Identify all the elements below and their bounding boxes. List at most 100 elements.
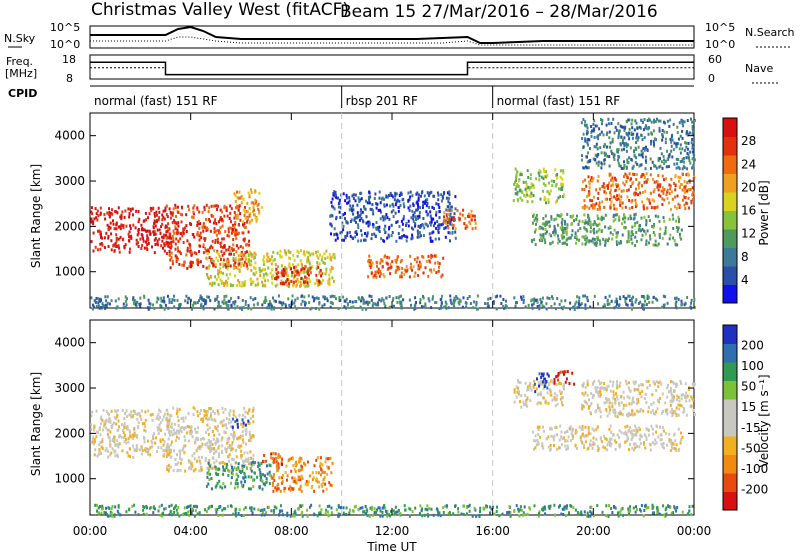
data-cell <box>146 306 149 310</box>
data-cell <box>628 239 631 243</box>
data-cell <box>176 228 179 232</box>
data-cell <box>644 392 647 396</box>
data-cell <box>376 301 379 305</box>
data-cell <box>103 246 106 249</box>
data-cell <box>225 417 228 421</box>
data-cell <box>631 199 634 202</box>
data-cell <box>340 230 343 234</box>
data-cell <box>592 382 595 386</box>
data-cell <box>234 261 237 265</box>
data-cell <box>433 207 435 210</box>
data-cell <box>685 399 688 403</box>
data-cell <box>212 204 215 208</box>
data-cell <box>538 372 541 376</box>
data-cell <box>487 297 490 301</box>
data-cell <box>234 214 237 217</box>
data-cell <box>596 207 599 211</box>
data-cell <box>320 473 322 477</box>
data-cell <box>180 426 183 429</box>
data-cell <box>310 252 313 256</box>
data-cell <box>681 136 684 140</box>
data-cell <box>606 131 609 135</box>
data-cell <box>354 231 357 234</box>
data-cell <box>188 466 191 469</box>
data-cell <box>645 379 648 383</box>
data-cell <box>318 283 321 286</box>
data-cell <box>514 167 517 171</box>
data-cell <box>402 202 405 206</box>
data-cell <box>546 190 549 194</box>
data-cell <box>226 262 229 266</box>
data-cell <box>566 237 569 241</box>
data-cell <box>174 227 177 230</box>
data-cell <box>179 303 181 307</box>
data-cell <box>245 430 248 434</box>
data-cell <box>413 304 416 308</box>
data-cell <box>158 415 161 419</box>
data-cell <box>396 300 399 304</box>
data-cell <box>637 388 640 392</box>
data-cell <box>153 222 156 225</box>
data-cell <box>612 393 615 397</box>
data-cell <box>646 148 649 152</box>
data-cell <box>95 304 98 308</box>
data-cell <box>161 438 164 442</box>
data-cell <box>401 235 403 238</box>
data-cell <box>668 192 671 195</box>
data-cell <box>244 428 247 432</box>
data-cell <box>583 188 586 191</box>
data-cell <box>270 262 273 266</box>
nave-tick-bottom: 0 <box>708 72 715 85</box>
data-cell <box>112 219 114 223</box>
data-cell <box>628 396 631 400</box>
data-cell <box>619 124 622 128</box>
data-cell <box>104 306 107 310</box>
data-cell <box>131 437 134 441</box>
data-cell <box>384 231 387 234</box>
data-cell <box>674 175 677 179</box>
data-cell <box>120 213 123 217</box>
data-cell <box>230 226 233 230</box>
data-cell <box>561 187 564 191</box>
data-cell <box>213 281 216 285</box>
data-cell <box>175 412 178 415</box>
data-cell <box>187 297 190 300</box>
data-cell <box>674 188 677 192</box>
data-cell <box>473 214 476 218</box>
data-cell <box>194 441 197 445</box>
data-cell <box>670 380 672 384</box>
data-cell <box>586 155 588 159</box>
data-cell <box>110 426 113 429</box>
data-cell <box>376 226 379 230</box>
data-cell <box>280 306 283 310</box>
data-cell <box>587 220 590 224</box>
data-cell <box>638 228 641 232</box>
data-cell <box>378 298 381 302</box>
data-cell <box>134 412 137 416</box>
data-cell <box>253 213 256 217</box>
data-cell <box>590 125 593 128</box>
colorbar-segment <box>723 229 737 248</box>
data-cell <box>585 123 588 127</box>
data-cell <box>379 208 382 212</box>
data-cell <box>170 236 173 240</box>
data-cell <box>172 406 175 410</box>
data-cell <box>584 238 587 242</box>
data-cell <box>200 302 203 306</box>
data-cell <box>549 242 552 246</box>
data-cell <box>211 239 214 243</box>
data-cell <box>254 216 257 220</box>
data-cell <box>166 465 169 469</box>
data-cell <box>150 439 153 443</box>
data-cell <box>274 452 277 456</box>
data-cell <box>614 300 617 304</box>
data-cell <box>598 204 601 208</box>
data-cell <box>110 451 113 455</box>
data-cell <box>244 255 247 259</box>
data-cell <box>92 249 95 253</box>
data-cell <box>676 131 679 135</box>
data-cell <box>649 157 652 161</box>
data-cell <box>388 306 391 310</box>
data-cell <box>217 473 220 476</box>
data-cell <box>160 299 163 303</box>
